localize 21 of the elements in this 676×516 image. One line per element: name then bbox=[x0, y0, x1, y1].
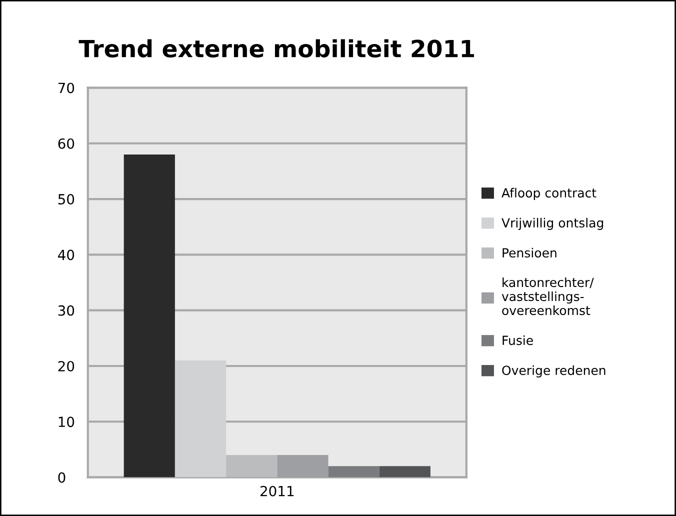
y-tick-label: 0 bbox=[58, 472, 66, 483]
y-tick-label: 10 bbox=[58, 416, 74, 428]
legend-label: Fusie bbox=[502, 335, 533, 346]
bar bbox=[328, 466, 380, 478]
legend-label: Overige redenen bbox=[502, 365, 606, 378]
y-tick-label: 30 bbox=[58, 305, 74, 316]
bar bbox=[379, 466, 430, 478]
bar bbox=[226, 455, 278, 478]
bar bbox=[124, 154, 175, 478]
y-tick-label: 50 bbox=[58, 194, 74, 205]
y-tick-label: 20 bbox=[58, 360, 74, 372]
y-tick-label: 60 bbox=[58, 138, 74, 149]
x-tick-label: 2011 bbox=[260, 486, 294, 496]
y-tick-label: 40 bbox=[58, 250, 74, 260]
legend-label: Vrijwillig ontslag bbox=[502, 218, 604, 230]
y-tick-label: 70 bbox=[58, 82, 74, 94]
legend-label: kantonrechter/ vaststellings- overeenkomst bbox=[502, 277, 594, 316]
chart-title: Trend externe mobiliteit 2011 bbox=[78, 39, 474, 58]
legend-label: Afloop contract bbox=[502, 188, 596, 200]
legend-label: Pensioen bbox=[502, 248, 556, 258]
bar bbox=[174, 360, 226, 478]
